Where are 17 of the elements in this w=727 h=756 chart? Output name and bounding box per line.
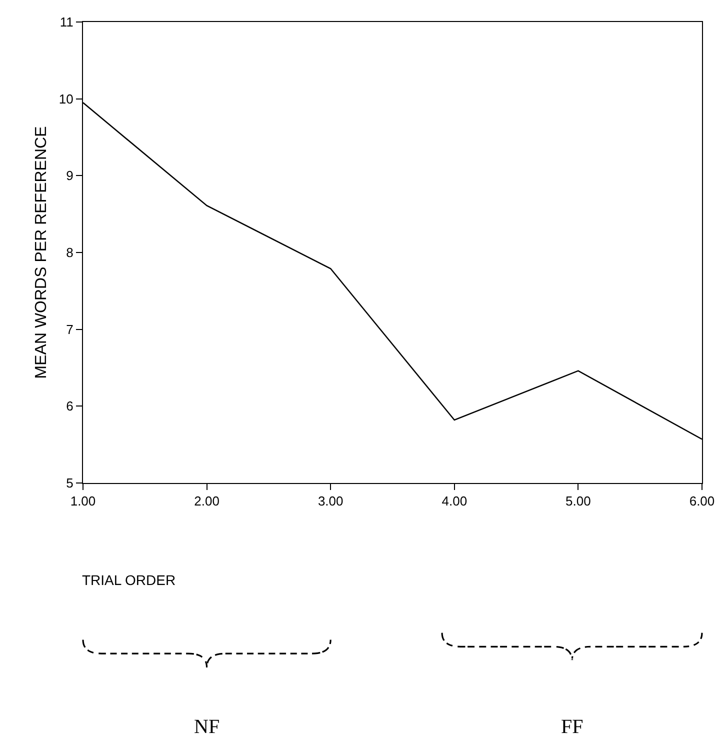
y-tick-label: 10 [58, 91, 74, 106]
x-tick-label: 5.00 [566, 494, 591, 509]
x-tick-label: 3.00 [318, 494, 344, 509]
y-tick-label: 8 [66, 245, 74, 260]
text: FF [561, 716, 584, 738]
y-tick-label: 7 [66, 322, 74, 337]
y-tick-label: 9 [66, 168, 74, 184]
x-axis-title: TRIAL ORDER [82, 572, 176, 588]
y-tick-label: 6 [66, 398, 74, 414]
y-tick-label: 5 [66, 476, 74, 491]
text: NF [194, 716, 220, 738]
x-tick-label: 4.00 [442, 494, 468, 509]
y-axis-title: MEAN WORDS PER REFERENCE [32, 126, 50, 379]
y-tick-label: 11 [60, 14, 74, 30]
x-tick-label: 1.00 [70, 494, 96, 509]
x-tick-label: 2.00 [194, 494, 220, 509]
x-tick-label: 6.00 [689, 494, 715, 509]
